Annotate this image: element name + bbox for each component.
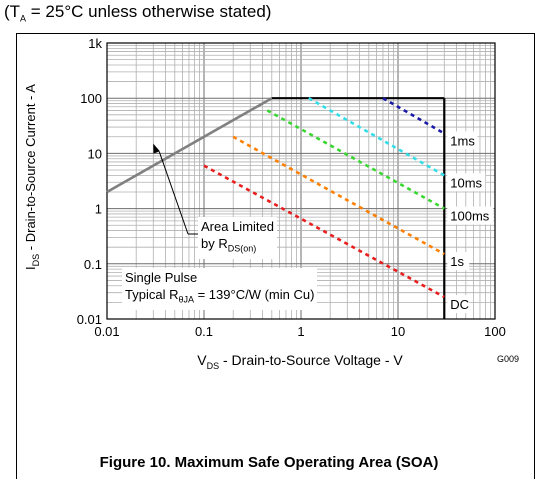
x-tick-label: 1 xyxy=(297,324,304,339)
conditions-header: (TA = 25°C unless otherwise stated) xyxy=(4,2,272,24)
rdson-annotation: Area Limited by RDS(on) xyxy=(198,217,277,259)
x-axis-label: VDS - Drain-to-Source Voltage - V xyxy=(197,352,403,371)
x-tick-label: 0.1 xyxy=(195,324,213,339)
series-label-bg xyxy=(447,295,470,314)
y-tick-label: 1k xyxy=(88,36,102,51)
series-line-dc xyxy=(203,164,445,299)
figure-frame xyxy=(16,33,535,479)
series-line-1ms xyxy=(382,97,445,135)
series-label-1ms: 1ms xyxy=(450,133,475,148)
y-tick-label: 10 xyxy=(88,146,102,161)
series-label-10ms: 10ms xyxy=(450,175,482,190)
figure-caption: Figure 10. Maximum Safe Operating Area (… xyxy=(99,454,439,471)
series-label-bg xyxy=(447,252,470,271)
series-line-100ms xyxy=(266,109,445,210)
annotation-arrow-line xyxy=(158,151,189,235)
figure-code: G009 xyxy=(497,354,520,364)
x-tick-label: 100 xyxy=(484,324,506,339)
y-tick-label: 0.1 xyxy=(84,257,102,272)
series-label-bg xyxy=(447,131,478,150)
series-label-1s: 1s xyxy=(450,254,464,269)
plot-border xyxy=(106,42,496,320)
series-line-area-limited-by-rds-on- xyxy=(106,97,273,194)
series-label-bg xyxy=(447,173,486,192)
series-label-bg xyxy=(447,206,494,225)
series-line-1s xyxy=(232,135,445,256)
x-tick-label: 10 xyxy=(391,324,405,339)
x-tick-label: 0.01 xyxy=(94,324,119,339)
y-tick-label: 100 xyxy=(80,91,102,106)
single-pulse-annotation: Single Pulse Typical RθJA = 139°C/W (min… xyxy=(122,268,318,310)
annotation-arrow-head xyxy=(153,143,160,154)
y-tick-label: 0.01 xyxy=(77,312,102,327)
series-label-dc: DC xyxy=(450,297,469,312)
y-axis-label: IDS - Drain-to-Source Current - A xyxy=(23,84,41,270)
series-label-100ms: 100ms xyxy=(450,209,490,224)
series-line-10ms xyxy=(308,97,445,177)
y-tick-label: 1 xyxy=(95,202,102,217)
